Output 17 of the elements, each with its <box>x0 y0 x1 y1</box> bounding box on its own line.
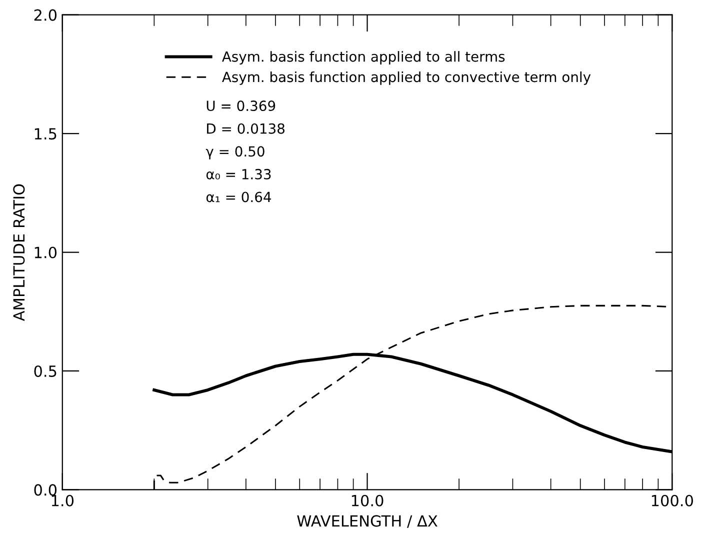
annotation: α₁ = 0.64 <box>206 192 272 202</box>
y-tick-label: 0.0 <box>34 484 57 496</box>
y-tick-label: 2.0 <box>34 9 57 21</box>
annotation: γ = 0.50 <box>206 146 264 160</box>
legend-label: Asym. basis function applied to convective term only <box>222 71 591 85</box>
y-tick-label: 1.5 <box>34 128 56 140</box>
x-tick-label: 100.0 <box>652 494 693 506</box>
annotation: α₀ = 1.33 <box>206 168 271 180</box>
y-axis-title: AMPLITUDE RATIO <box>13 184 25 322</box>
annotation: U = 0.369 <box>206 100 276 112</box>
y-tick-label: 1.0 <box>34 246 57 258</box>
x-tick-label: 1.0 <box>52 494 74 506</box>
x-axis-title: WAVELENGTH / ΔX <box>297 515 438 528</box>
x-tick-label: 10.0 <box>352 494 384 506</box>
annotation: D = 0.0138 <box>207 123 284 134</box>
legend-label: Asym. basis function applied to all terms <box>222 51 505 65</box>
y-tick-label: 0.5 <box>34 365 56 378</box>
